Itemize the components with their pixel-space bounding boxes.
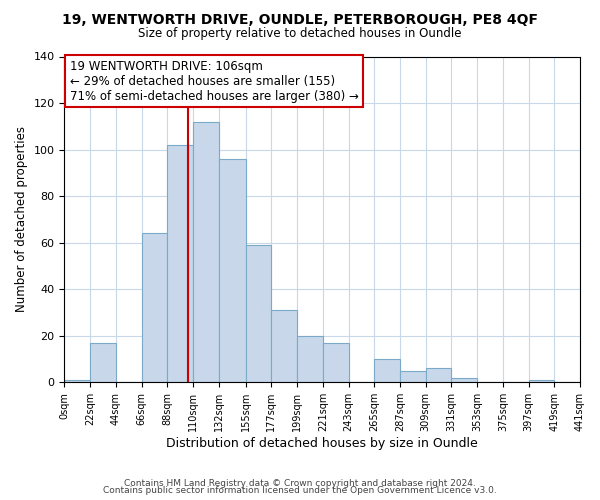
Bar — [142, 234, 167, 382]
Bar — [529, 380, 554, 382]
Text: Size of property relative to detached houses in Oundle: Size of property relative to detached ho… — [138, 28, 462, 40]
Bar — [167, 145, 193, 382]
Bar — [374, 359, 400, 382]
Bar — [323, 343, 349, 382]
Text: Contains public sector information licensed under the Open Government Licence v3: Contains public sector information licen… — [103, 486, 497, 495]
Bar — [245, 245, 271, 382]
Text: 19, WENTWORTH DRIVE, OUNDLE, PETERBOROUGH, PE8 4QF: 19, WENTWORTH DRIVE, OUNDLE, PETERBOROUG… — [62, 12, 538, 26]
Bar — [400, 370, 425, 382]
Bar — [297, 336, 323, 382]
Bar — [90, 343, 116, 382]
Text: Contains HM Land Registry data © Crown copyright and database right 2024.: Contains HM Land Registry data © Crown c… — [124, 478, 476, 488]
Bar — [271, 310, 297, 382]
Bar — [451, 378, 477, 382]
Bar — [219, 159, 245, 382]
Bar — [64, 380, 90, 382]
Y-axis label: Number of detached properties: Number of detached properties — [15, 126, 28, 312]
Bar — [425, 368, 451, 382]
X-axis label: Distribution of detached houses by size in Oundle: Distribution of detached houses by size … — [166, 437, 478, 450]
Text: 19 WENTWORTH DRIVE: 106sqm
← 29% of detached houses are smaller (155)
71% of sem: 19 WENTWORTH DRIVE: 106sqm ← 29% of deta… — [70, 60, 358, 103]
Bar — [193, 122, 219, 382]
